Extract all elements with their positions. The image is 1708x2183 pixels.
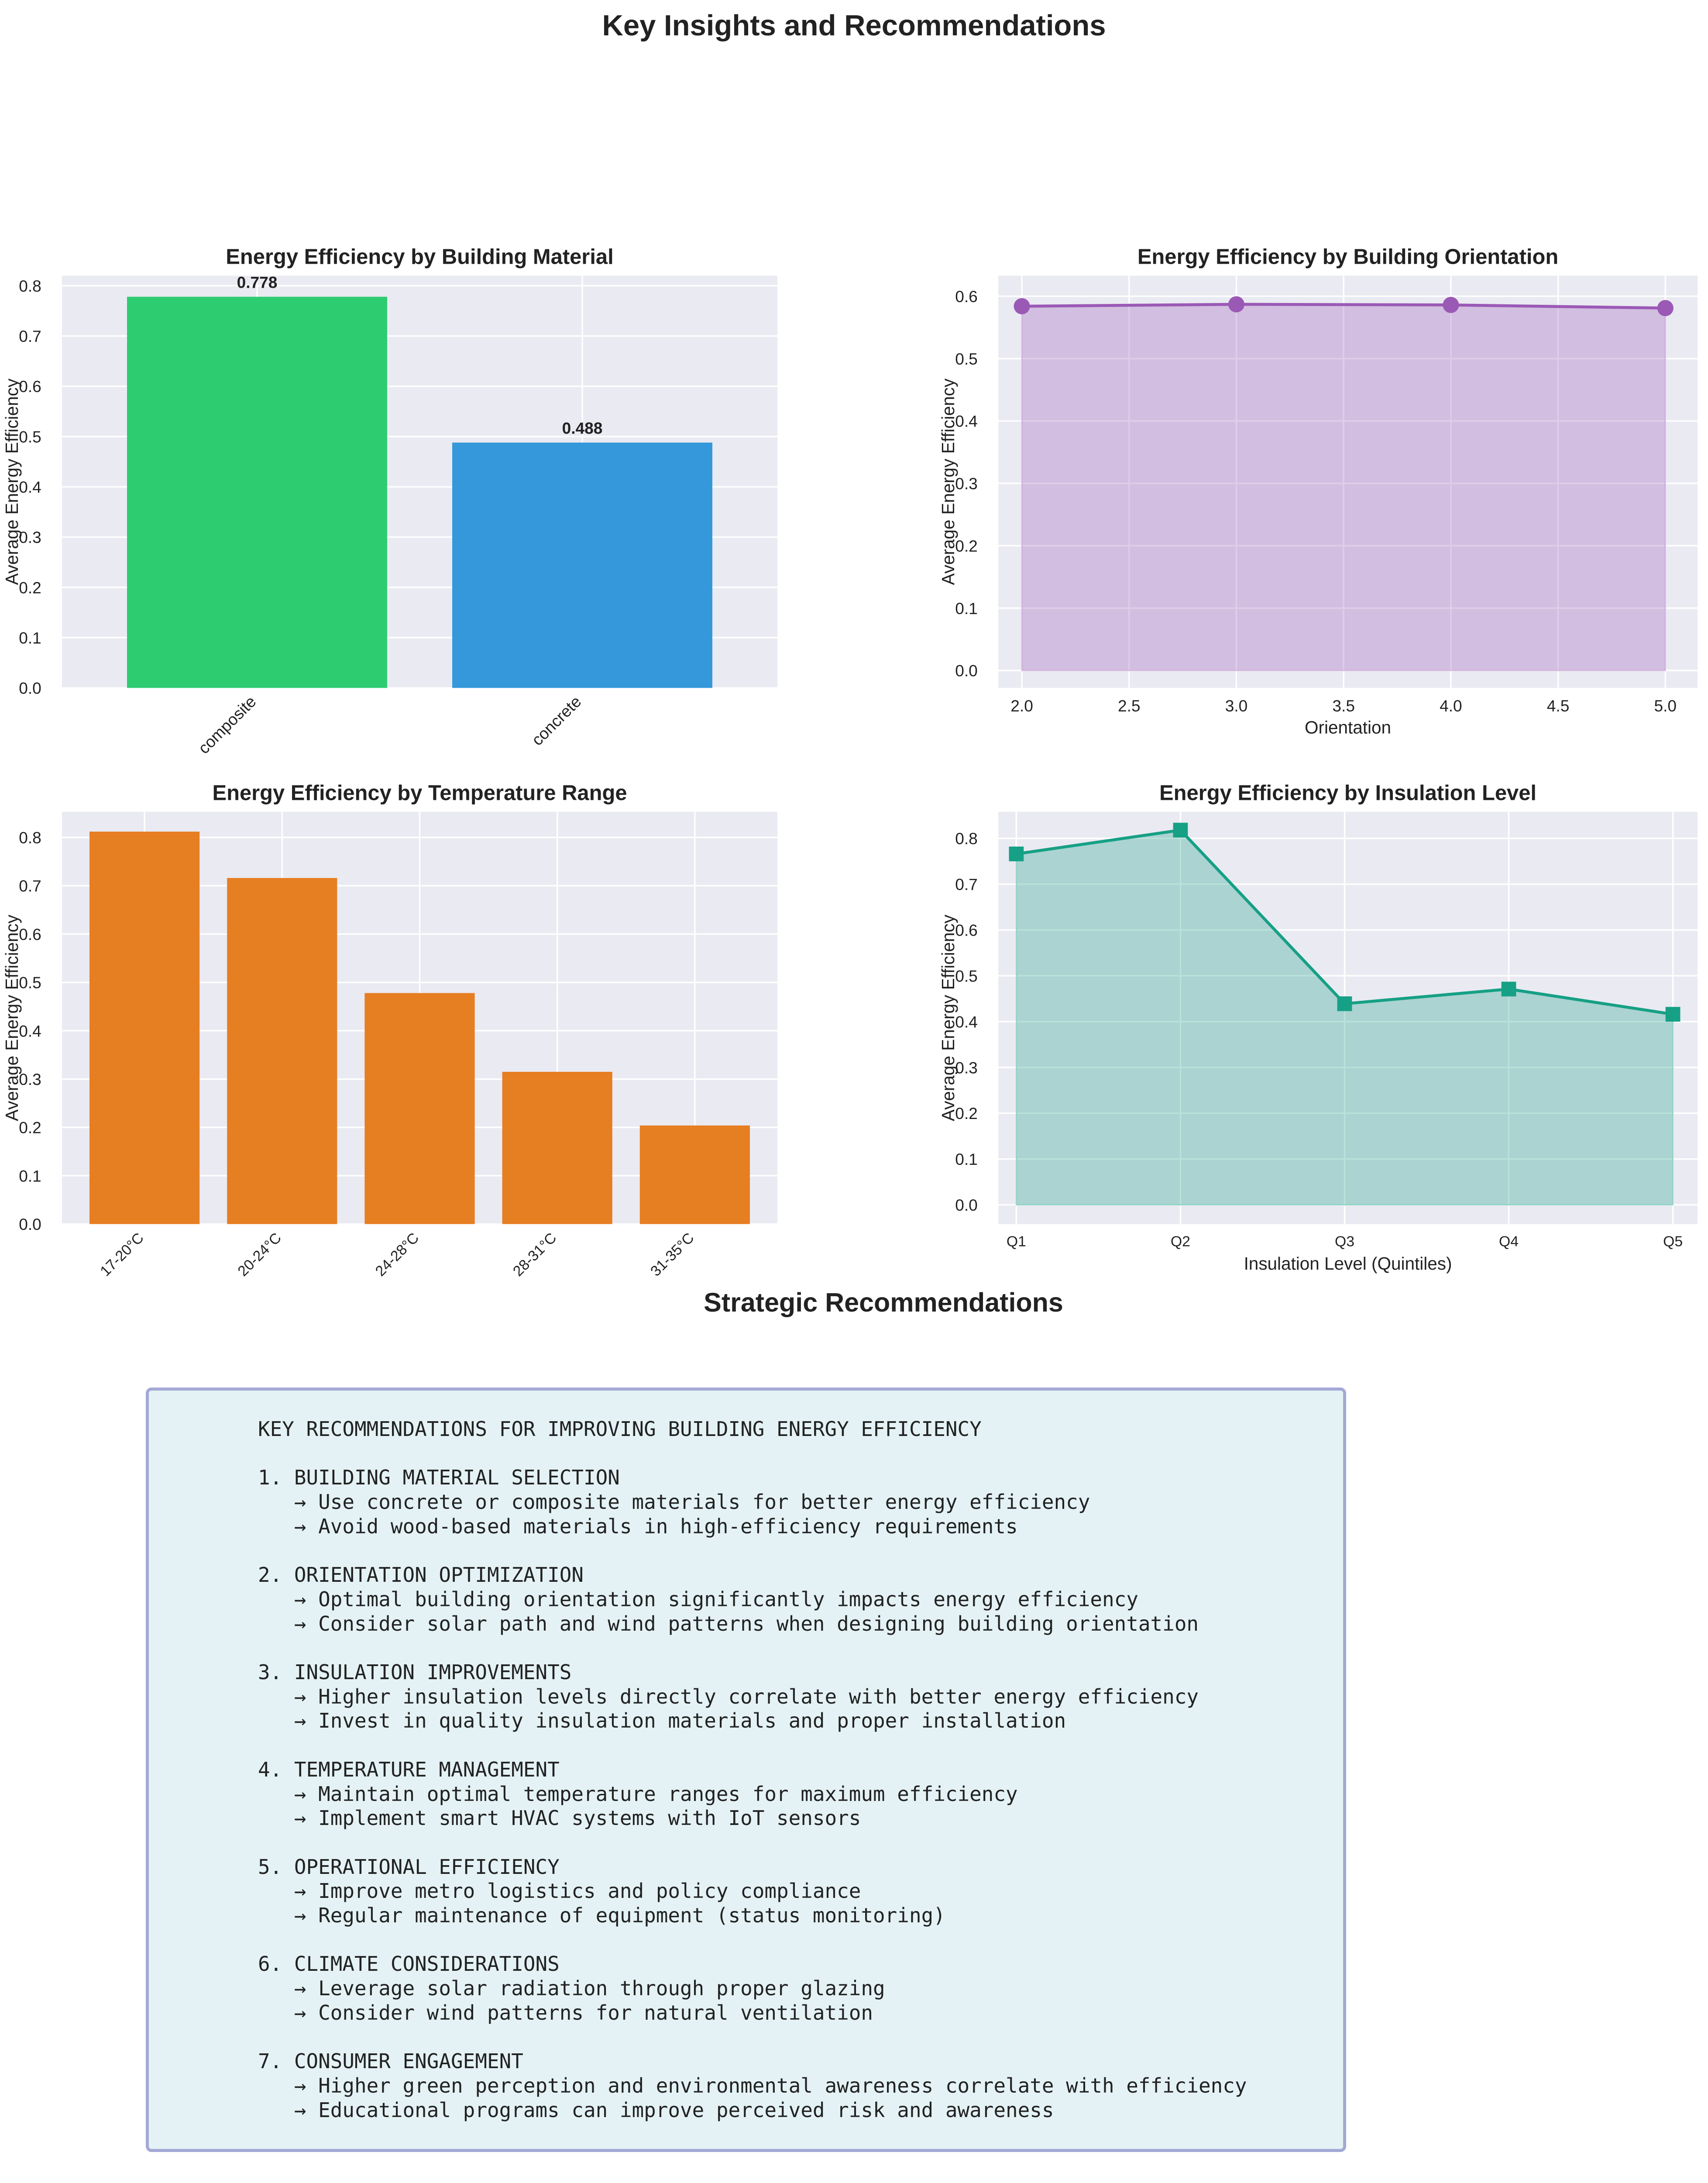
bar-concrete <box>452 442 712 688</box>
y-tick-label: 0.0 <box>19 679 41 697</box>
bar-20-24°C <box>227 878 337 1224</box>
y-tick-label: 0.4 <box>955 412 978 430</box>
x-tick-label: 24-28°C <box>372 1229 423 1280</box>
y-tick-label: 0.5 <box>19 427 41 446</box>
x-tick-label: 2.0 <box>1010 697 1033 715</box>
data-point <box>1337 996 1352 1011</box>
plot-background <box>998 812 1698 1224</box>
data-point <box>1443 296 1459 313</box>
data-point <box>1657 300 1674 317</box>
x-tick-label: Q1 <box>1007 1233 1026 1250</box>
y-tick-label: 0.8 <box>955 830 978 848</box>
x-axis-label: Insulation Level (Quintiles) <box>1244 1253 1452 1274</box>
x-tick-label: Q3 <box>1335 1233 1354 1250</box>
data-point <box>1501 981 1516 997</box>
recommendations-text: KEY RECOMMENDATIONS FOR IMPROVING BUILDI… <box>258 1417 1247 2122</box>
area-fill <box>1021 303 1666 671</box>
orientation-chart: 0.0 0.1 0.2 0.3 0.4 0.5 0.6 2.0 2.5 3.0 3.5 4.0 4.5 5… <box>938 245 1698 737</box>
x-axis-label: Orientation <box>1305 717 1391 737</box>
series-line <box>1022 303 1666 310</box>
y-tick-label: 0.4 <box>19 1022 41 1040</box>
y-tick-label: 0.4 <box>955 1012 978 1031</box>
material-chart: 0.0 0.1 0.2 0.3 0.4 0.5 0.6 0.7 0.8 composite conc… <box>2 245 777 758</box>
y-tick-label: 0.7 <box>955 875 978 894</box>
x-tick-label: 4.5 <box>1547 697 1570 715</box>
y-tick-label: 0.8 <box>19 277 41 295</box>
x-tick-label: 5.0 <box>1654 697 1677 715</box>
bar-data-label: 0.778 <box>237 273 278 291</box>
plot-background <box>998 275 1698 688</box>
y-tick-label: 0.3 <box>955 475 978 493</box>
bar-data-label: 0.488 <box>562 419 603 437</box>
y-tick-label: 0.0 <box>19 1215 41 1233</box>
y-tick-label: 0.6 <box>955 921 978 940</box>
y-tick-label: 0.6 <box>19 925 41 943</box>
y-tick-label: 0.3 <box>955 1058 978 1077</box>
recommendations-box: KEY RECOMMENDATIONS FOR IMPROVING BUILDI… <box>146 1388 1346 2152</box>
bar-composite <box>127 296 388 688</box>
y-tick-label: 0.6 <box>19 377 41 396</box>
y-tick-label: 0.1 <box>955 599 978 617</box>
x-tick-label: 17-20°C <box>97 1229 147 1280</box>
x-tick-label: 4.0 <box>1440 697 1462 715</box>
y-axis-label: Average Energy Efficiency <box>938 914 958 1121</box>
y-tick-label: 0.0 <box>955 1196 978 1214</box>
y-tick-label: 0.2 <box>955 537 978 555</box>
chart-title: Energy Efficiency by Building Material <box>226 245 613 269</box>
bar-17-20°C <box>89 831 200 1224</box>
x-tick-label: 20-24°C <box>234 1229 285 1280</box>
x-tick-label: 3.0 <box>1225 697 1248 715</box>
y-tick-label: 0.0 <box>955 661 978 680</box>
y-tick-label: 0.2 <box>19 578 41 597</box>
y-tick-label: 0.1 <box>19 1167 41 1185</box>
y-axis-label: Average Energy Efficiency <box>938 378 958 585</box>
chart-title: Energy Efficiency by Temperature Range <box>212 781 627 805</box>
x-tick-label: Q4 <box>1499 1233 1519 1250</box>
data-point <box>1665 1007 1681 1022</box>
bar-24-28°C <box>364 993 475 1224</box>
bar-28-31°C <box>502 1071 612 1224</box>
y-tick-label: 0.5 <box>19 974 41 992</box>
temperature-chart: 0.0 0.1 0.2 0.3 0.4 0.5 0.6 0.7 0.8 17-20°C 20-24°… <box>2 781 777 1280</box>
y-tick-label: 0.5 <box>955 967 978 985</box>
x-tick-label: 31-35°C <box>647 1229 698 1280</box>
bar-31-35°C <box>639 1125 750 1224</box>
y-tick-label: 0.3 <box>19 1070 41 1088</box>
y-tick-label: 0.1 <box>955 1150 978 1168</box>
recommendations-heading: Strategic Recommendations <box>704 1288 1063 1317</box>
y-tick-label: 0.1 <box>19 629 41 647</box>
y-tick-label: 0.7 <box>19 877 41 895</box>
data-point <box>1173 823 1188 838</box>
x-tick-label: 28-31°C <box>510 1229 560 1280</box>
y-tick-label: 0.2 <box>19 1119 41 1137</box>
y-tick-label: 0.7 <box>19 327 41 345</box>
data-point <box>1228 296 1245 313</box>
x-tick-label: 2.5 <box>1118 697 1141 715</box>
data-point <box>1014 298 1030 314</box>
chart-title: Energy Efficiency by Insulation Level <box>1159 781 1536 805</box>
y-tick-label: 0.8 <box>19 829 41 847</box>
y-axis-label: Average Energy Efficiency <box>2 378 22 585</box>
x-tick-label: Q5 <box>1663 1233 1683 1250</box>
x-tick-label: concrete <box>528 692 584 749</box>
y-tick-label: 0.5 <box>955 350 978 368</box>
data-point <box>1009 847 1024 861</box>
figure-title: Key Insights and Recommendations <box>602 9 1106 42</box>
x-tick-label: 3.5 <box>1332 697 1355 715</box>
x-tick-label: composite <box>194 692 259 757</box>
insulation-chart: 0.0 0.1 0.2 0.3 0.4 0.5 0.6 0.7 0.8 Q1 Q2 Q3 Q4 Q5 Ene… <box>938 781 1698 1274</box>
x-tick-label: Q2 <box>1171 1233 1190 1250</box>
y-tick-label: 0.4 <box>19 478 41 496</box>
y-tick-label: 0.6 <box>955 287 978 306</box>
y-tick-label: 0.2 <box>955 1104 978 1122</box>
y-axis-label: Average Energy Efficiency <box>2 914 22 1121</box>
y-tick-label: 0.3 <box>19 528 41 547</box>
chart-title: Energy Efficiency by Building Orientatio… <box>1138 245 1558 269</box>
